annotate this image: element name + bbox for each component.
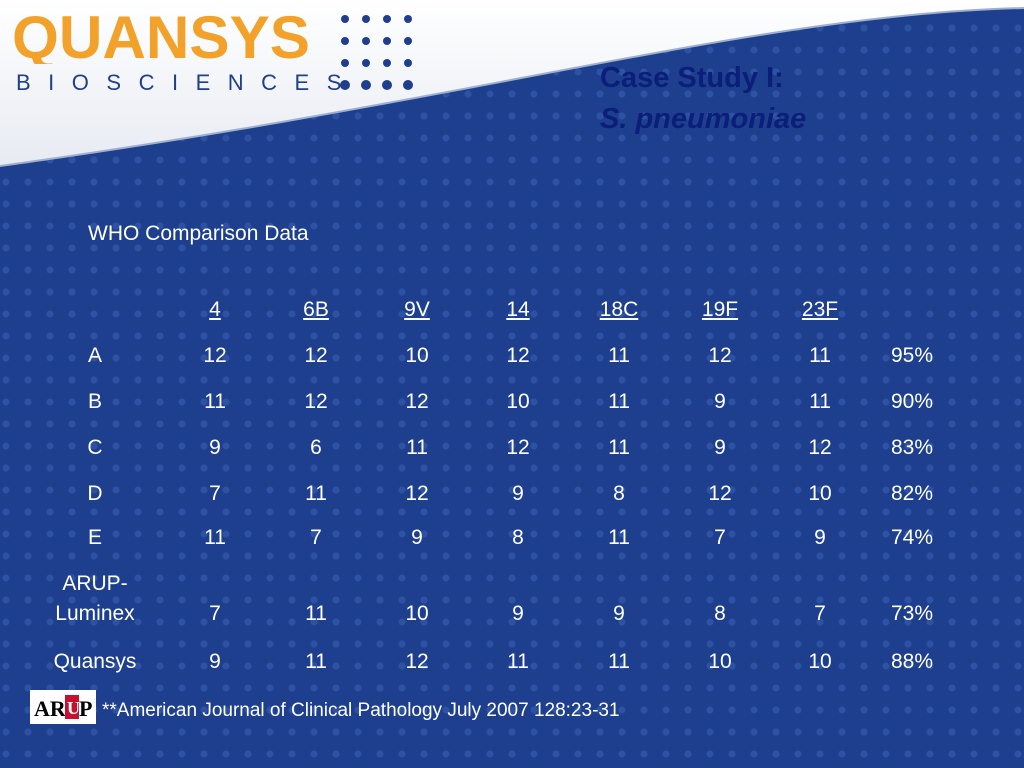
percent-cell: 90%	[890, 390, 934, 413]
table-cell: 12	[708, 482, 732, 505]
percent-cell: 83%	[890, 436, 934, 459]
title-line-1: Case Study I:	[600, 62, 784, 94]
table-cell: 11	[305, 482, 327, 505]
table-cell: 9	[814, 526, 826, 549]
svg-text:P: P	[79, 696, 92, 721]
table-cell: 11	[608, 650, 630, 673]
column-header: 14	[506, 298, 530, 321]
table-cell: 10	[506, 390, 530, 413]
table-cell: 12	[304, 390, 328, 413]
quansys-logo: QUANSYS	[12, 6, 310, 64]
logo-subtitle: BIOSCIENCES	[16, 70, 359, 95]
table-cell: 8	[714, 602, 726, 625]
table-cell: 9	[209, 650, 221, 673]
column-header: 9V	[404, 298, 430, 321]
table-cell: 11	[809, 390, 831, 413]
table-cell: 9	[209, 436, 221, 459]
logo-dots-icon	[340, 15, 413, 90]
table-cell: 10	[405, 344, 429, 367]
row-label: D	[87, 482, 103, 505]
table-cell: 9	[411, 526, 423, 549]
row-label: B	[87, 390, 102, 413]
table-cell: 11	[305, 602, 327, 625]
table-cell: 7	[714, 526, 726, 549]
footnote: **American Journal of Clinical Pathology…	[102, 700, 620, 721]
table-cell: 10	[405, 602, 429, 625]
table-cell: 11	[305, 650, 327, 673]
table-cell: 7	[814, 602, 826, 625]
row-label: C	[87, 436, 103, 459]
percent-cell: 74%	[890, 526, 934, 549]
table-cell: 10	[708, 650, 732, 673]
table-cell: 11	[204, 526, 226, 549]
title-line-2: S. pneumoniae	[600, 103, 807, 135]
arup-logo-icon: AR U P	[31, 691, 95, 723]
column-header: 6B	[303, 298, 329, 321]
svg-text:AR: AR	[34, 696, 67, 721]
table-cell: 11	[608, 390, 630, 413]
table-cell: 12	[203, 344, 227, 367]
table-cell: 11	[608, 436, 630, 459]
table-cell: 9	[714, 436, 726, 459]
table-cell: 12	[506, 436, 530, 459]
table-cell: 12	[405, 482, 429, 505]
table-cell: 12	[506, 344, 530, 367]
table-cell: 11	[608, 344, 630, 367]
percent-cell: 82%	[890, 482, 934, 505]
table-cell: 7	[310, 526, 322, 549]
svg-text:QUANSYS: QUANSYS	[12, 6, 310, 64]
arup-logo: AR U P	[30, 690, 96, 724]
row-label-line-2: Luminex	[55, 602, 135, 625]
table-cell: 7	[209, 482, 221, 505]
table-cell: 7	[209, 602, 221, 625]
slide-title: Case Study I: S. pneumoniae	[600, 58, 806, 140]
header-band	[0, 0, 1024, 167]
svg-text:U: U	[67, 698, 80, 718]
row-label: ARUP-	[62, 572, 128, 595]
table-cell: 11	[406, 436, 428, 459]
table-cell: 9	[613, 602, 625, 625]
table-cell: 10	[808, 482, 832, 505]
table-cell: 12	[405, 390, 429, 413]
table-cell: 11	[809, 344, 831, 367]
table-cell: 11	[608, 526, 630, 549]
table-cell: 8	[613, 482, 625, 505]
row-label: A	[87, 344, 102, 367]
table-cell: 11	[204, 390, 226, 413]
table-cell: 12	[708, 344, 732, 367]
percent-cell: 73%	[890, 602, 934, 625]
table-cell: 11	[507, 650, 529, 673]
table-cell: 12	[304, 344, 328, 367]
row-label: E	[87, 526, 102, 549]
table-cell: 9	[714, 390, 726, 413]
percent-cell: 88%	[890, 650, 934, 673]
row-label: Quansys	[53, 650, 137, 673]
column-header: 4	[209, 298, 221, 321]
table-cell: 10	[808, 650, 832, 673]
table-cell: 12	[405, 650, 429, 673]
column-header: 18C	[599, 298, 639, 321]
percent-cell: 95%	[890, 344, 934, 367]
table-cell: 9	[512, 482, 524, 505]
table-caption: WHO Comparison Data	[88, 222, 309, 245]
table-cell: 9	[512, 602, 524, 625]
column-header: 19F	[701, 298, 739, 321]
table-cell: 12	[808, 436, 832, 459]
table-cell: 8	[512, 526, 524, 549]
table-cell: 6	[310, 436, 322, 459]
column-header: 23F	[801, 298, 839, 321]
